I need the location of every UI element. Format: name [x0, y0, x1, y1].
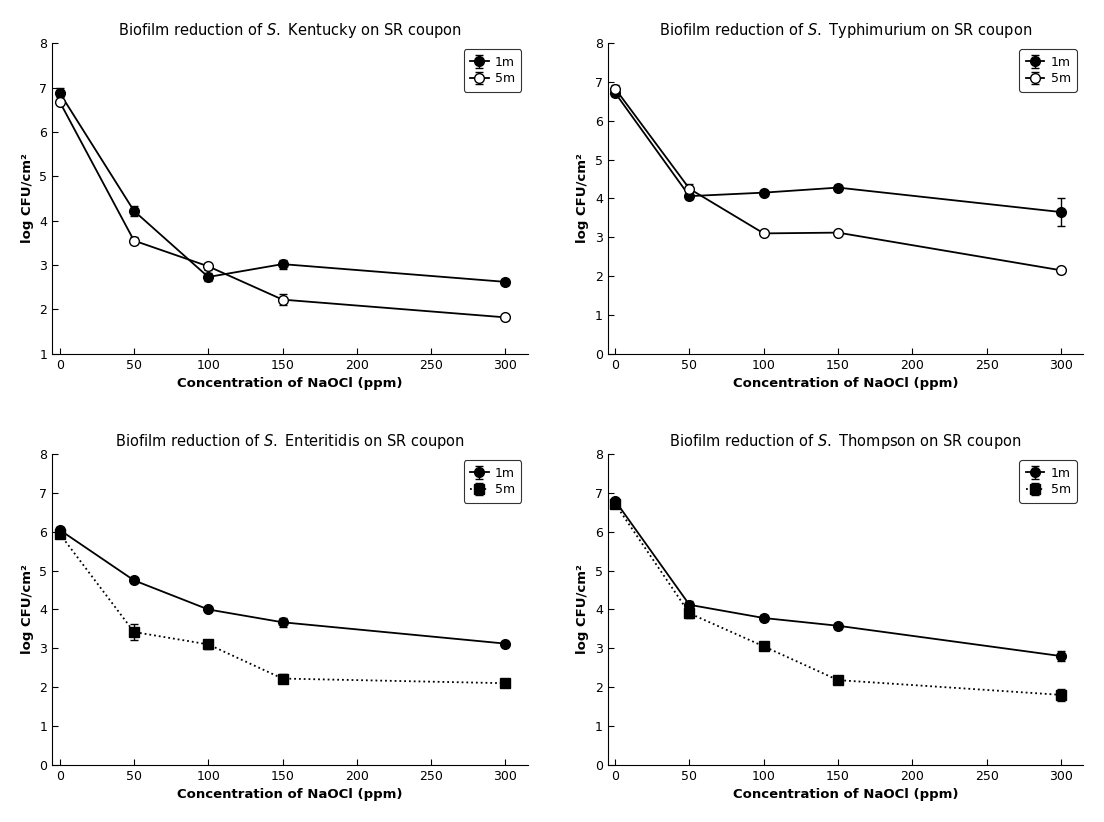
X-axis label: Concentration of NaOCl (ppm): Concentration of NaOCl (ppm): [178, 377, 403, 390]
Legend: 1m, 5m: 1m, 5m: [464, 460, 521, 503]
Title: Biofilm reduction of $\it{S.}$ Kentucky on SR coupon: Biofilm reduction of $\it{S.}$ Kentucky …: [118, 21, 461, 39]
Y-axis label: log CFU/cm²: log CFU/cm²: [576, 154, 590, 243]
Legend: 1m, 5m: 1m, 5m: [1019, 460, 1076, 503]
Legend: 1m, 5m: 1m, 5m: [1019, 49, 1076, 92]
Y-axis label: log CFU/cm²: log CFU/cm²: [21, 154, 34, 243]
Title: Biofilm reduction of $\it{S.}$ Thompson on SR coupon: Biofilm reduction of $\it{S.}$ Thompson …: [669, 432, 1021, 450]
Y-axis label: log CFU/cm²: log CFU/cm²: [576, 565, 590, 654]
Title: Biofilm reduction of $\it{S.}$ Typhimurium on SR coupon: Biofilm reduction of $\it{S.}$ Typhimuri…: [659, 21, 1032, 39]
X-axis label: Concentration of NaOCl (ppm): Concentration of NaOCl (ppm): [178, 788, 403, 801]
Title: Biofilm reduction of $\it{S.}$ Enteritidis on SR coupon: Biofilm reduction of $\it{S.}$ Enteritid…: [115, 432, 465, 450]
Legend: 1m, 5m: 1m, 5m: [464, 49, 521, 92]
Y-axis label: log CFU/cm²: log CFU/cm²: [21, 565, 34, 654]
X-axis label: Concentration of NaOCl (ppm): Concentration of NaOCl (ppm): [733, 377, 958, 390]
X-axis label: Concentration of NaOCl (ppm): Concentration of NaOCl (ppm): [733, 788, 958, 801]
